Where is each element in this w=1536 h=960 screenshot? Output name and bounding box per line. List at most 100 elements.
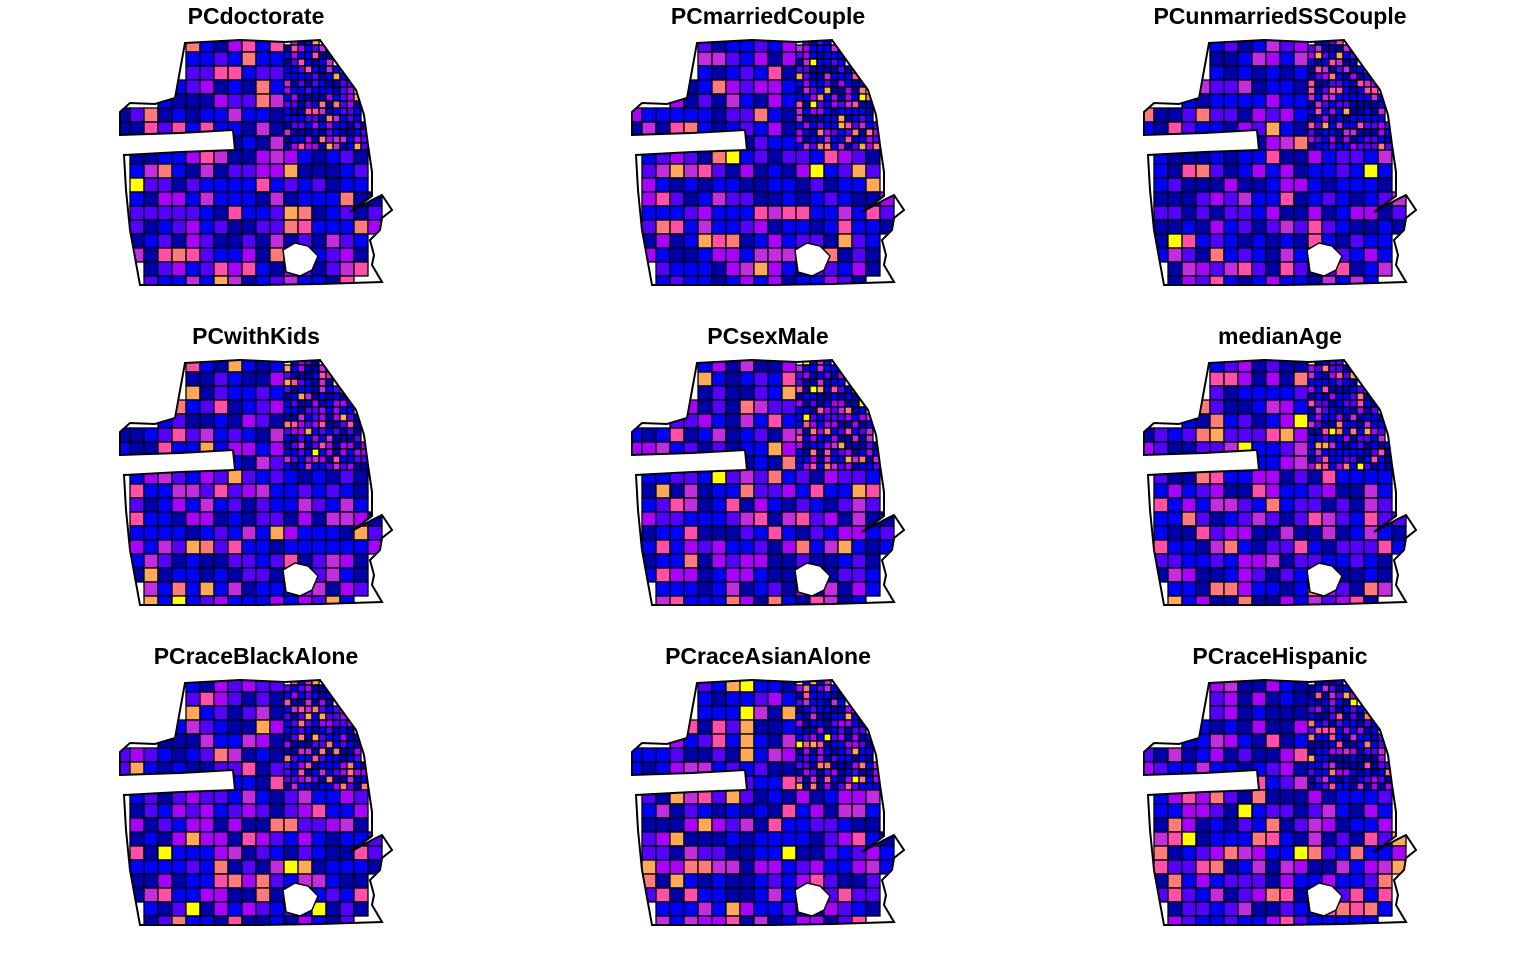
census-tract — [311, 177, 327, 193]
census-tract — [325, 441, 334, 450]
census-tract — [283, 525, 299, 541]
census-tract — [683, 205, 699, 221]
census-tract — [1195, 497, 1211, 513]
census-tract — [683, 247, 699, 263]
census-tract — [185, 803, 201, 819]
census-tract — [1223, 191, 1239, 207]
census-tract — [1349, 142, 1358, 151]
census-tract — [311, 360, 320, 366]
census-tract — [1335, 873, 1351, 889]
census-tract — [823, 142, 832, 151]
census-tract — [199, 385, 215, 401]
census-tract — [1363, 448, 1372, 457]
map-panel-pcdoctorate: PCdoctorate — [0, 0, 512, 320]
census-tract — [802, 434, 811, 443]
census-tract — [725, 51, 741, 67]
census-tract — [725, 553, 741, 569]
census-tract — [1335, 427, 1344, 436]
census-tract — [1370, 135, 1379, 144]
census-tract — [1279, 845, 1295, 861]
census-tract — [1293, 691, 1309, 707]
census-tract — [830, 740, 839, 749]
census-tract — [816, 58, 825, 67]
census-tract — [1307, 462, 1316, 471]
census-tract — [325, 817, 341, 833]
census-tract — [1209, 40, 1225, 53]
census-tract — [781, 581, 797, 597]
census-tract — [809, 413, 818, 422]
census-tract — [641, 789, 657, 805]
census-tract — [830, 782, 839, 791]
census-tract — [739, 719, 755, 735]
census-tract — [809, 469, 825, 485]
census-tract — [283, 399, 292, 408]
census-tract — [1195, 163, 1211, 179]
census-tract — [1153, 817, 1169, 833]
census-tract — [1349, 845, 1365, 861]
census-tract — [1195, 887, 1211, 903]
census-tract — [739, 733, 755, 749]
census-tract — [844, 142, 853, 151]
census-tract — [767, 191, 783, 207]
census-tract — [795, 831, 811, 847]
census-tract — [283, 44, 292, 53]
census-tract — [844, 86, 853, 95]
census-tract — [1342, 705, 1351, 714]
census-tract — [1237, 399, 1253, 415]
census-tract — [1314, 705, 1323, 714]
census-tract — [227, 483, 243, 499]
census-tract — [802, 58, 811, 67]
census-tract — [767, 93, 783, 109]
census-tract — [1307, 392, 1316, 401]
census-tract — [255, 511, 271, 527]
census-tract — [129, 497, 145, 513]
census-tract — [697, 385, 713, 401]
census-tract — [781, 233, 797, 249]
census-tract — [865, 789, 881, 805]
census-tract — [802, 420, 811, 429]
census-tract — [851, 441, 860, 450]
census-tract — [269, 873, 285, 889]
census-tract — [297, 497, 313, 513]
census-tract — [837, 191, 853, 207]
census-tract — [823, 128, 832, 137]
census-tract — [830, 441, 839, 450]
census-tract — [1265, 455, 1281, 471]
census-tract — [823, 420, 832, 429]
census-tract — [1167, 859, 1183, 875]
census-tract — [641, 427, 657, 443]
census-tract — [339, 726, 348, 735]
census-tract — [353, 859, 369, 875]
census-tract — [332, 128, 341, 137]
census-tract — [1370, 427, 1379, 436]
census-tract — [767, 915, 783, 925]
census-tract — [725, 163, 741, 179]
census-tract — [1349, 93, 1358, 102]
census-tract — [1167, 525, 1183, 541]
census-tract — [227, 733, 243, 749]
census-tract — [311, 205, 327, 221]
census-tract — [865, 427, 874, 436]
census-tract — [1307, 817, 1323, 833]
census-tract — [1279, 789, 1295, 805]
census-tract — [304, 740, 313, 749]
census-tract — [1335, 420, 1344, 429]
census-tract — [879, 205, 895, 221]
census-tract — [1377, 873, 1393, 889]
census-tract — [332, 406, 341, 415]
census-tract — [1293, 163, 1309, 179]
census-tract — [851, 873, 867, 889]
census-tract — [1370, 434, 1379, 443]
census-tract — [1356, 107, 1365, 116]
census-tract — [739, 275, 755, 285]
census-tract — [858, 100, 867, 109]
census-tract — [339, 469, 355, 485]
census-tract — [1293, 483, 1309, 499]
census-tract — [1265, 831, 1281, 847]
census-tract — [823, 726, 832, 735]
census-tract — [1209, 483, 1225, 499]
census-tract — [655, 163, 671, 179]
census-tract — [809, 462, 818, 471]
census-tract — [1335, 149, 1351, 165]
census-tract — [1195, 553, 1211, 569]
